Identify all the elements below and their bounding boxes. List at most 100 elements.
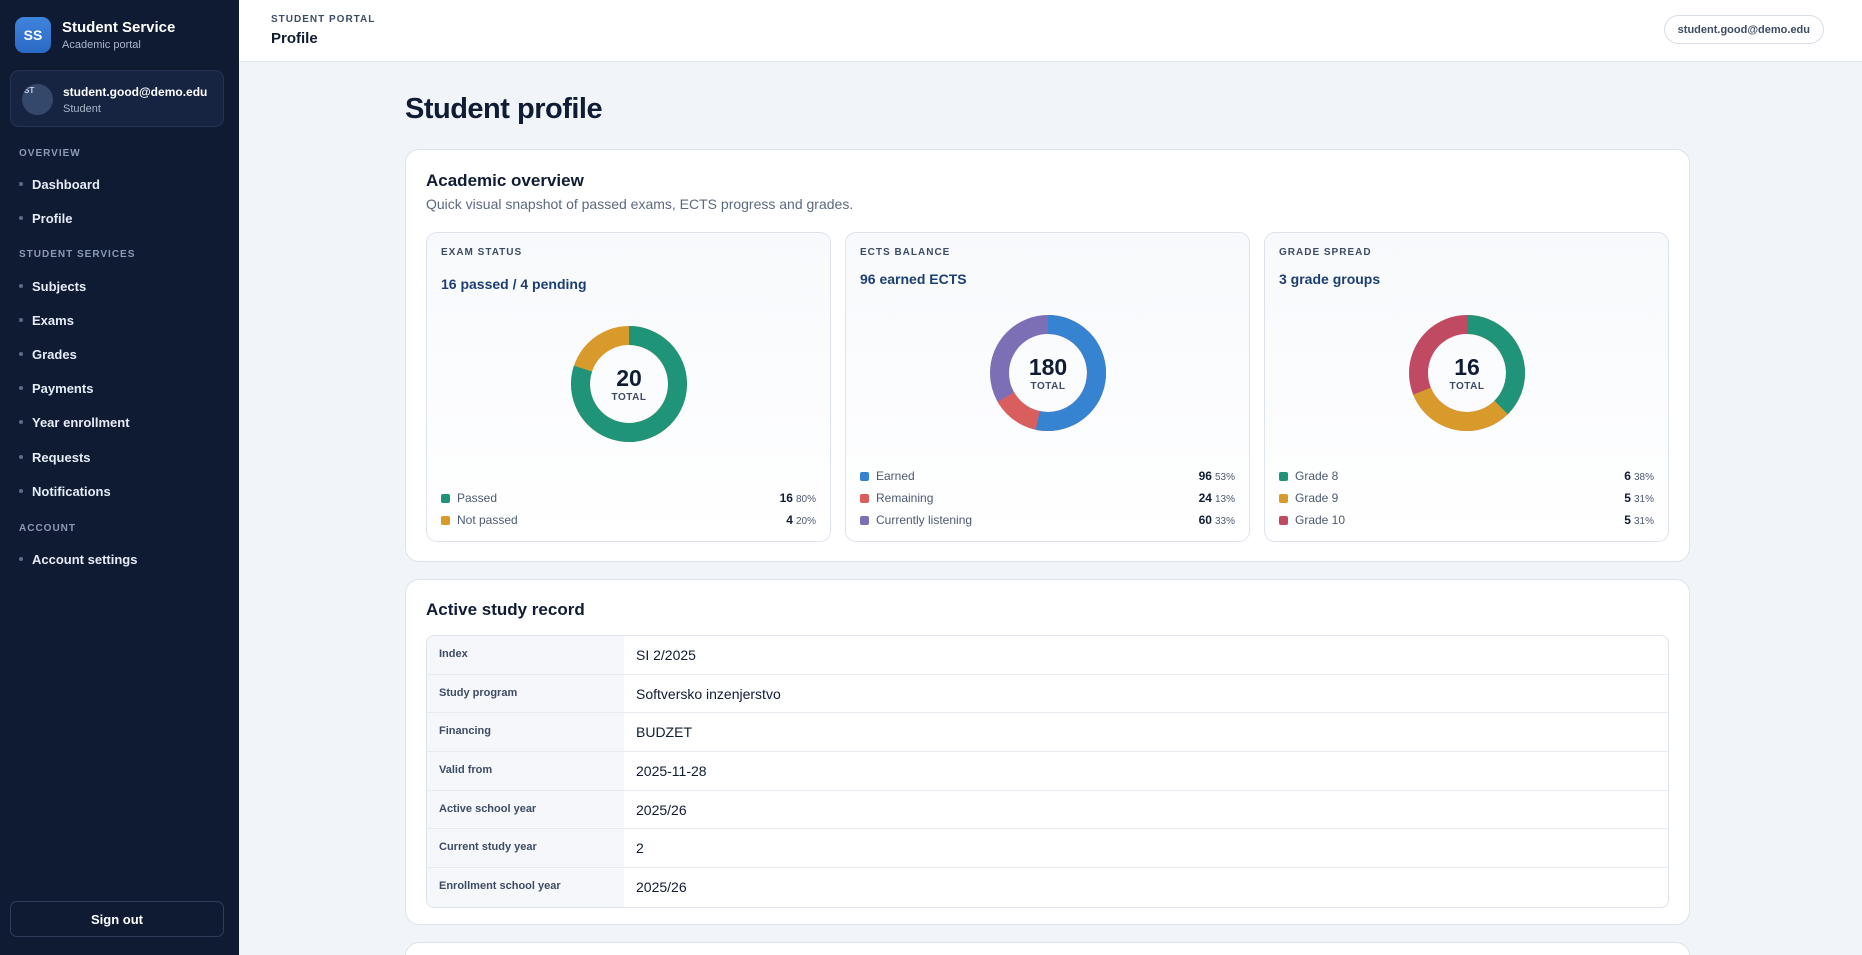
legend-count: 6 <box>1624 469 1631 483</box>
row-value: BUDZET <box>636 724 692 741</box>
legend-item: Grade 10 5 31% <box>1279 512 1654 528</box>
legend-count: 5 <box>1624 513 1631 527</box>
donut-segment-earned <box>990 315 1106 431</box>
academic-overview-card: Academic overview Quick visual snapshot … <box>405 149 1690 562</box>
donut-total: 20 <box>616 364 642 391</box>
legend-swatch <box>860 515 869 525</box>
bullet-icon <box>19 318 23 322</box>
donut-total: 16 <box>1454 353 1480 380</box>
legend-count: 96 <box>1198 469 1212 483</box>
legend-label: Passed <box>457 491 498 505</box>
exam-status-panel: EXAM STATUS 16 passed / 4 pending 20 TOT… <box>426 232 831 542</box>
user-email: student.good@demo.edu <box>63 85 208 99</box>
row-key: Enrollment school year <box>427 868 624 907</box>
legend-item: Remaining 24 13% <box>860 490 1235 506</box>
sidebar-item-notifications[interactable]: Notifications <box>19 481 111 501</box>
sidebar-item-account-settings[interactable]: Account settings <box>19 549 137 569</box>
legend-label: Grade 10 <box>1295 513 1346 527</box>
donut-chart <box>990 315 1106 431</box>
card-title: Active study record <box>426 600 585 619</box>
bullet-icon <box>19 284 23 288</box>
legend-value: 6 38% <box>1624 469 1654 483</box>
sidebar-item-exams[interactable]: Exams <box>19 310 74 330</box>
study-record-card: Active study record Index SI 2/2025 Study… <box>405 579 1690 925</box>
ects-balance-donut: 180 TOTAL <box>989 314 1107 432</box>
legend-count: 16 <box>779 491 793 505</box>
sidebar-item-subjects[interactable]: Subjects <box>19 276 86 296</box>
donut-total-label: TOTAL <box>1030 380 1066 392</box>
exam-status-donut: 20 TOTAL <box>570 325 688 443</box>
bullet-icon <box>19 489 23 493</box>
legend-label: Not passed <box>457 513 518 527</box>
legend-value: 5 31% <box>1624 513 1654 527</box>
user-menu-button[interactable]: student.good@demo.edu <box>1663 15 1824 44</box>
ects-balance-panel: ECTS BALANCE 96 earned ECTS 180 TOTAL Ea… <box>845 232 1250 542</box>
brand-subtitle: Academic portal <box>62 38 141 51</box>
breadcrumb: STUDENT PORTAL <box>271 14 376 25</box>
legend-swatch <box>1279 493 1288 503</box>
row-value: 2025-11-28 <box>636 763 707 780</box>
legend-value: 96 53% <box>1199 469 1235 483</box>
brand-title: Student Service <box>62 18 176 36</box>
user-card: ST student.good@demo.edu Student <box>10 70 224 127</box>
brand-logo: SS <box>15 17 51 53</box>
legend-value: 5 31% <box>1624 491 1654 505</box>
legend-swatch <box>1279 471 1288 481</box>
table-row: Valid from 2025-11-28 <box>427 752 1668 791</box>
legend-percent: 80% <box>795 494 816 505</box>
sidebar-item-year-enrollment[interactable]: Year enrollment <box>19 412 130 432</box>
table-row: Current study year 2 <box>427 829 1668 869</box>
panel-label: EXAM STATUS <box>441 247 523 258</box>
sidebar: SS Student Service Academic portal ST st… <box>0 0 239 955</box>
sidebar-item-dashboard[interactable]: Dashboard <box>19 174 100 194</box>
bullet-icon <box>19 216 23 220</box>
user-role: Student <box>63 103 101 115</box>
table-row: Enrollment school year 2025/26 <box>427 868 1668 907</box>
legend-label: Grade 8 <box>1295 469 1339 483</box>
avatar-initials: ST <box>24 86 35 95</box>
sidebar-item-label: Profile <box>32 210 73 226</box>
donut-total-label: TOTAL <box>1449 380 1485 392</box>
sidebar-item-label: Account settings <box>32 551 138 567</box>
legend-percent: 31% <box>1633 494 1654 505</box>
legend-swatch <box>441 515 450 525</box>
table-row: Financing BUDZET <box>427 713 1668 753</box>
sidebar-item-label: Notifications <box>32 483 111 499</box>
grade-spread-donut: 16 TOTAL <box>1408 314 1526 432</box>
legend-count: 4 <box>786 513 793 527</box>
legend-percent: 53% <box>1214 472 1235 483</box>
sidebar-item-label: Subjects <box>32 278 87 294</box>
legend-label: Currently listening <box>876 513 973 527</box>
bullet-icon <box>19 386 23 390</box>
sidebar-item-label: Payments <box>32 380 94 396</box>
nav-section-overview: OVERVIEW <box>19 148 81 159</box>
legend-value: 24 13% <box>1199 491 1235 505</box>
row-key: Study program <box>427 674 624 713</box>
sidebar-item-grades[interactable]: Grades <box>19 344 77 364</box>
donut-segment-passed <box>571 326 687 442</box>
legend-item: Earned 96 53% <box>860 468 1235 484</box>
brand[interactable]: SS Student Service Academic portal <box>15 17 175 53</box>
sidebar-item-requests[interactable]: Requests <box>19 447 91 467</box>
legend-label: Remaining <box>876 491 934 505</box>
legend-label: Grade 9 <box>1295 491 1339 505</box>
sidebar-item-payments[interactable]: Payments <box>19 378 93 398</box>
card-subtitle: Quick visual snapshot of passed exams, E… <box>426 196 854 212</box>
legend-value: 60 33% <box>1199 513 1235 527</box>
row-key: Valid from <box>427 752 624 790</box>
avatar: ST <box>22 84 53 115</box>
bullet-icon <box>19 420 23 424</box>
next-card <box>405 942 1690 955</box>
legend-swatch <box>1279 515 1288 525</box>
legend-percent: 33% <box>1214 516 1235 527</box>
legend-swatch <box>441 493 450 503</box>
nav-section-student-services: STUDENT SERVICES <box>19 249 136 260</box>
bullet-icon <box>19 352 23 356</box>
sign-out-button[interactable]: Sign out <box>10 901 224 937</box>
study-record-table: Index SI 2/2025 Study program Softversko i… <box>426 635 1669 908</box>
donut-chart <box>1409 315 1525 431</box>
legend-swatch <box>860 493 869 503</box>
legend-count: 5 <box>1624 491 1631 505</box>
legend-value: 4 20% <box>786 513 816 527</box>
sidebar-item-profile[interactable]: Profile <box>19 208 72 228</box>
